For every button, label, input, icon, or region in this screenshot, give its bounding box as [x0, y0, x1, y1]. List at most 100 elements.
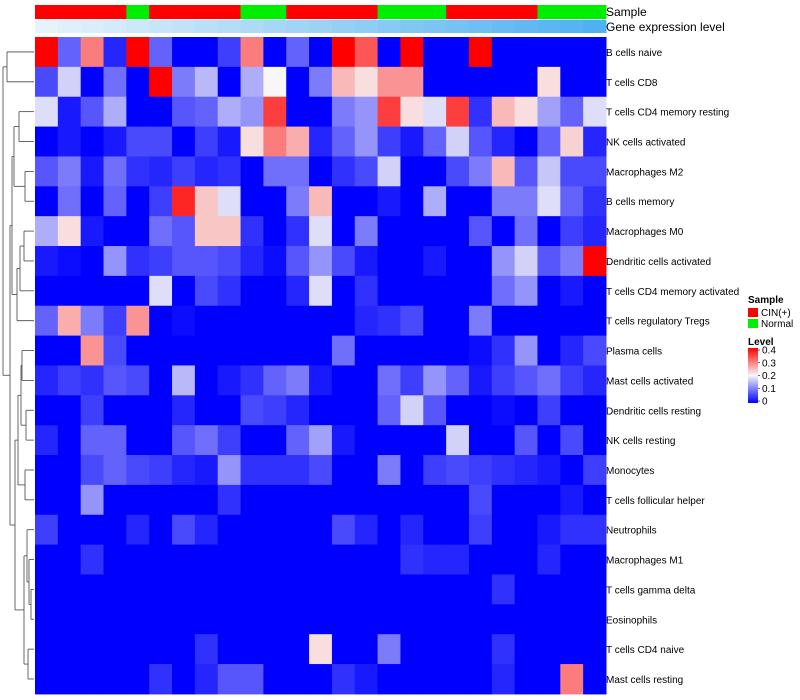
heatmap-cell	[583, 425, 607, 456]
sample-track-cell	[331, 5, 356, 19]
heatmap-cell	[126, 216, 150, 247]
heatmap-cell	[286, 37, 310, 68]
heatmap-cell	[583, 126, 607, 157]
heatmap-cell	[286, 275, 310, 307]
heatmap-cell	[240, 126, 264, 157]
heatmap-cell	[491, 216, 516, 247]
heatmap-cell	[491, 37, 516, 68]
expression-track-cell	[560, 20, 584, 33]
sample-track-label: Sample	[606, 5, 647, 19]
heatmap-cell	[80, 544, 105, 575]
heatmap-cell	[103, 37, 127, 68]
heatmap-cell	[400, 664, 424, 695]
heatmap-cell	[354, 156, 379, 187]
expression-track-cell	[149, 20, 173, 33]
heatmap-cell	[583, 634, 607, 665]
heatmap-cell	[560, 365, 584, 396]
heatmap-cell	[331, 37, 356, 68]
heatmap-cell	[35, 66, 59, 98]
heatmap-cell	[217, 246, 242, 277]
heatmap-cell	[491, 126, 516, 157]
heatmap-cell	[560, 96, 584, 128]
heatmap-cell	[423, 365, 447, 396]
heatmap-cell	[331, 395, 356, 426]
heatmap-cell	[263, 604, 287, 635]
heatmap-cell	[331, 186, 356, 217]
heatmap-cell	[286, 96, 310, 128]
heatmap-cell	[491, 186, 516, 217]
heatmap-cell	[172, 395, 196, 426]
heatmap-cell	[514, 126, 538, 157]
heatmap-cell	[423, 664, 447, 695]
heatmap-cell	[309, 455, 333, 486]
row-label: Macrophages M2	[606, 167, 684, 178]
heatmap-cell	[514, 604, 538, 635]
heatmap-cell	[354, 664, 379, 695]
heatmap-cell	[194, 335, 219, 366]
heatmap-cell	[80, 156, 105, 187]
heatmap-cell	[560, 604, 584, 635]
heatmap-cell	[354, 335, 379, 366]
heatmap-cell	[172, 574, 196, 605]
heatmap-cell	[194, 455, 219, 486]
heatmap-cell	[491, 335, 516, 366]
heatmap-cell	[446, 514, 470, 546]
heatmap-cell	[194, 395, 219, 426]
heatmap-cell	[377, 156, 401, 187]
heatmap-cell	[354, 425, 379, 456]
heatmap-cell	[423, 186, 447, 217]
heatmap-cell	[514, 455, 538, 486]
heatmap-cell	[286, 395, 310, 426]
heatmap-cell	[149, 544, 173, 575]
row-label: Neutrophils	[606, 526, 657, 537]
heatmap-cell	[126, 544, 150, 575]
heatmap-cell	[35, 96, 59, 128]
heatmap-cell	[286, 484, 310, 516]
heatmap-cell	[331, 544, 356, 575]
heatmap-cell	[560, 634, 584, 665]
heatmap-cell	[80, 186, 105, 217]
heatmap-cell	[354, 216, 379, 247]
heatmap-cell	[583, 574, 607, 605]
sample-track-cell	[491, 5, 516, 19]
heatmap-cell	[331, 305, 356, 337]
heatmap-cell	[514, 365, 538, 396]
heatmap-cell	[309, 66, 333, 98]
heatmap-cell	[80, 365, 105, 396]
heatmap-cell	[263, 126, 287, 157]
heatmap-cell	[286, 305, 310, 337]
heatmap-cell	[537, 37, 561, 68]
heatmap-cell	[331, 484, 356, 516]
heatmap-cell	[263, 156, 287, 187]
heatmap-cell	[491, 66, 516, 98]
heatmap-cell	[103, 664, 127, 695]
heatmap-cell	[560, 305, 584, 337]
heatmap-cell	[423, 275, 447, 307]
heatmap-cell	[286, 246, 310, 277]
heatmap-cell	[537, 544, 561, 575]
expression-track-cell	[400, 20, 424, 33]
heatmap-cell	[172, 96, 196, 128]
heatmap-cell	[491, 156, 516, 187]
heatmap-cell	[35, 246, 59, 277]
heatmap-cell	[468, 216, 493, 247]
annotation-tracks	[35, 5, 607, 33]
heatmap-cell	[57, 126, 82, 157]
heatmap-cell	[331, 66, 356, 98]
heatmap-cell	[172, 514, 196, 546]
heatmap-cell	[149, 275, 173, 307]
heatmap-cell	[263, 484, 287, 516]
heatmap-cell	[126, 37, 150, 68]
heatmap-cell	[377, 335, 401, 366]
heatmap-cell	[423, 455, 447, 486]
heatmap-cell	[217, 455, 242, 486]
heatmap-cell	[286, 186, 310, 217]
heatmap-cell	[560, 186, 584, 217]
heatmap-cell	[560, 126, 584, 157]
heatmap-cell	[194, 156, 219, 187]
heatmap-cell	[377, 216, 401, 247]
heatmap-cell	[172, 66, 196, 98]
heatmap-cell	[57, 305, 82, 337]
row-dendrogram	[2, 51, 34, 680]
heatmap-cell	[354, 126, 379, 157]
